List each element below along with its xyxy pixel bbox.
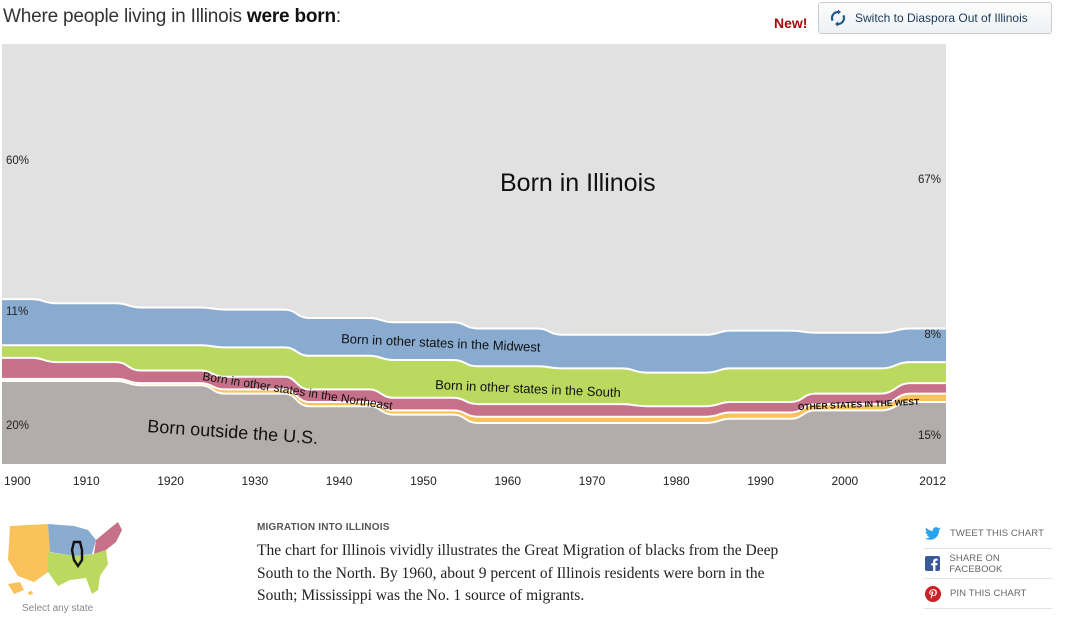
map-region-midwest[interactable] — [48, 524, 96, 556]
band-born-in-other-states-in-the-midwest — [2, 298, 946, 372]
band-born-in-other-states-in-the-south — [2, 344, 946, 406]
map-caption: Select any state — [22, 603, 94, 614]
twitter-icon — [924, 525, 941, 542]
map-state-illinois[interactable] — [70, 540, 84, 569]
pin-chart-button[interactable]: PIN THIS CHART — [924, 579, 1052, 609]
x-tick-label: 1900 — [4, 474, 31, 488]
x-tick-label: 1960 — [494, 474, 521, 488]
map-region-west[interactable] — [8, 524, 50, 582]
x-tick-label: 1950 — [410, 474, 437, 488]
x-tick-label: 2012 — [919, 474, 946, 488]
chart-bands — [2, 44, 946, 464]
stacked-area-chart: 1900 1910 1920 1930 1940 1950 1960 1970 1980 1990… — [2, 44, 946, 488]
x-tick-label: 1970 — [579, 474, 606, 488]
tweet-chart-button[interactable]: TWEET THIS CHART — [924, 519, 1052, 549]
switch-button-label: Switch to Diaspora Out of Illinois — [855, 11, 1028, 25]
x-tick-label: 2000 — [832, 474, 859, 488]
x-tick-label: 1930 — [242, 474, 269, 488]
us-map[interactable] — [4, 520, 126, 602]
x-axis: 1900 1910 1920 1930 1940 1950 1960 1970 1980 1990… — [4, 474, 946, 488]
x-tick-label: 1940 — [326, 474, 353, 488]
share-facebook-button[interactable]: SHARE ON FACEBOOK — [924, 549, 1052, 579]
pinterest-icon — [924, 585, 941, 602]
x-tick-label: 1920 — [157, 474, 184, 488]
map-region-alaska-hawaii[interactable] — [8, 582, 33, 595]
x-tick-label: 1980 — [663, 474, 690, 488]
map-region-south[interactable] — [48, 550, 108, 594]
x-tick-label: 1910 — [73, 474, 100, 488]
switch-diaspora-button[interactable]: Switch to Diaspora Out of Illinois — [818, 2, 1052, 34]
left-pct-midwest: 11% — [6, 306, 28, 318]
left-pct-illinois: 60% — [6, 155, 29, 167]
percent-annotations: 60% 11% 20% 67% 8% 15% — [6, 155, 941, 442]
right-pct-foreign: 15% — [918, 430, 941, 442]
right-pct-illinois: 67% — [918, 174, 941, 186]
band-born-in-illinois — [2, 44, 946, 334]
right-pct-midwest: 8% — [924, 329, 941, 341]
new-badge: New! — [774, 15, 808, 31]
facebook-label: SHARE ON FACEBOOK — [949, 552, 1003, 575]
map-region-northeast[interactable] — [94, 522, 122, 554]
page-title: Where people living in Illinois were bor… — [3, 6, 341, 27]
article-body: The chart for Illinois vividly illustrat… — [257, 542, 779, 604]
left-pct-foreign: 20% — [6, 420, 29, 432]
facebook-icon — [924, 555, 940, 572]
article-kicker: MIGRATION INTO ILLINOIS — [257, 522, 390, 533]
tweet-label: TWEET THIS CHART — [950, 528, 1044, 539]
pin-label: PIN THIS CHART — [950, 588, 1027, 599]
x-tick-label: 1990 — [747, 474, 774, 488]
cycle-arrows-icon — [830, 9, 846, 27]
label-born-in-illinois: Born in Illinois — [500, 169, 656, 197]
